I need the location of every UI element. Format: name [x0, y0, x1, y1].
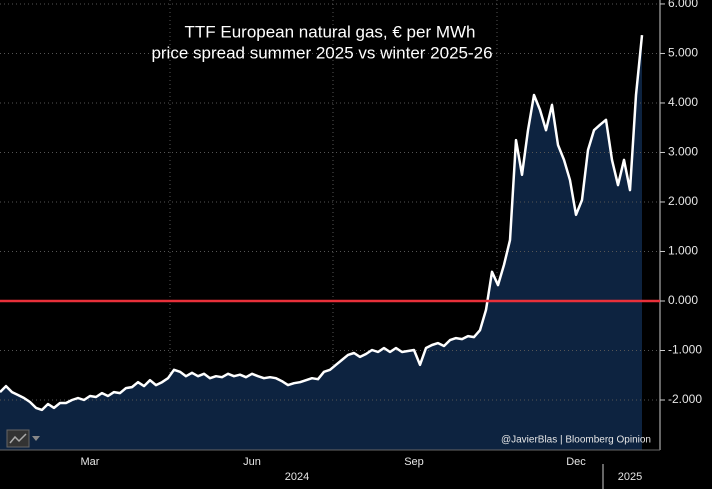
y-tick-label: 0.000 [668, 293, 698, 307]
year-label: 2024 [285, 471, 309, 483]
x-tick-label: Jun [243, 456, 261, 468]
y-tick-label: 5.000 [668, 46, 698, 60]
y-tick-label: -1.000 [668, 343, 702, 357]
year-label: 2025 [618, 471, 642, 483]
vertical-grid [169, 0, 498, 450]
icon-glyph [9, 433, 27, 444]
x-tick-label: Mar [81, 456, 100, 468]
annotation: @JavierBlas | Bloomberg Opinion [501, 435, 651, 446]
y-tick-label: -2.000 [668, 392, 702, 406]
y-tick-label: 2.000 [668, 194, 698, 208]
chart-title: TTF European natural gas, € per MWh [184, 22, 475, 41]
plot [0, 3, 660, 450]
x-tick-label: Sep [404, 456, 424, 468]
x-tick-label: Dec [566, 456, 586, 468]
icon-box[interactable] [6, 429, 30, 448]
line [0, 34, 644, 412]
y-tick-label: 1.000 [668, 244, 698, 258]
y-tick-label: 3.000 [668, 145, 698, 159]
y-tick-label: 6.000 [668, 0, 698, 10]
chart-icon[interactable] [6, 429, 40, 448]
chart-subtitle: price spread summer 2025 vs winter 2025-… [151, 43, 492, 62]
icon-caret[interactable] [32, 436, 40, 441]
area [0, 35, 642, 450]
y-tick-label: 4.000 [668, 95, 698, 109]
